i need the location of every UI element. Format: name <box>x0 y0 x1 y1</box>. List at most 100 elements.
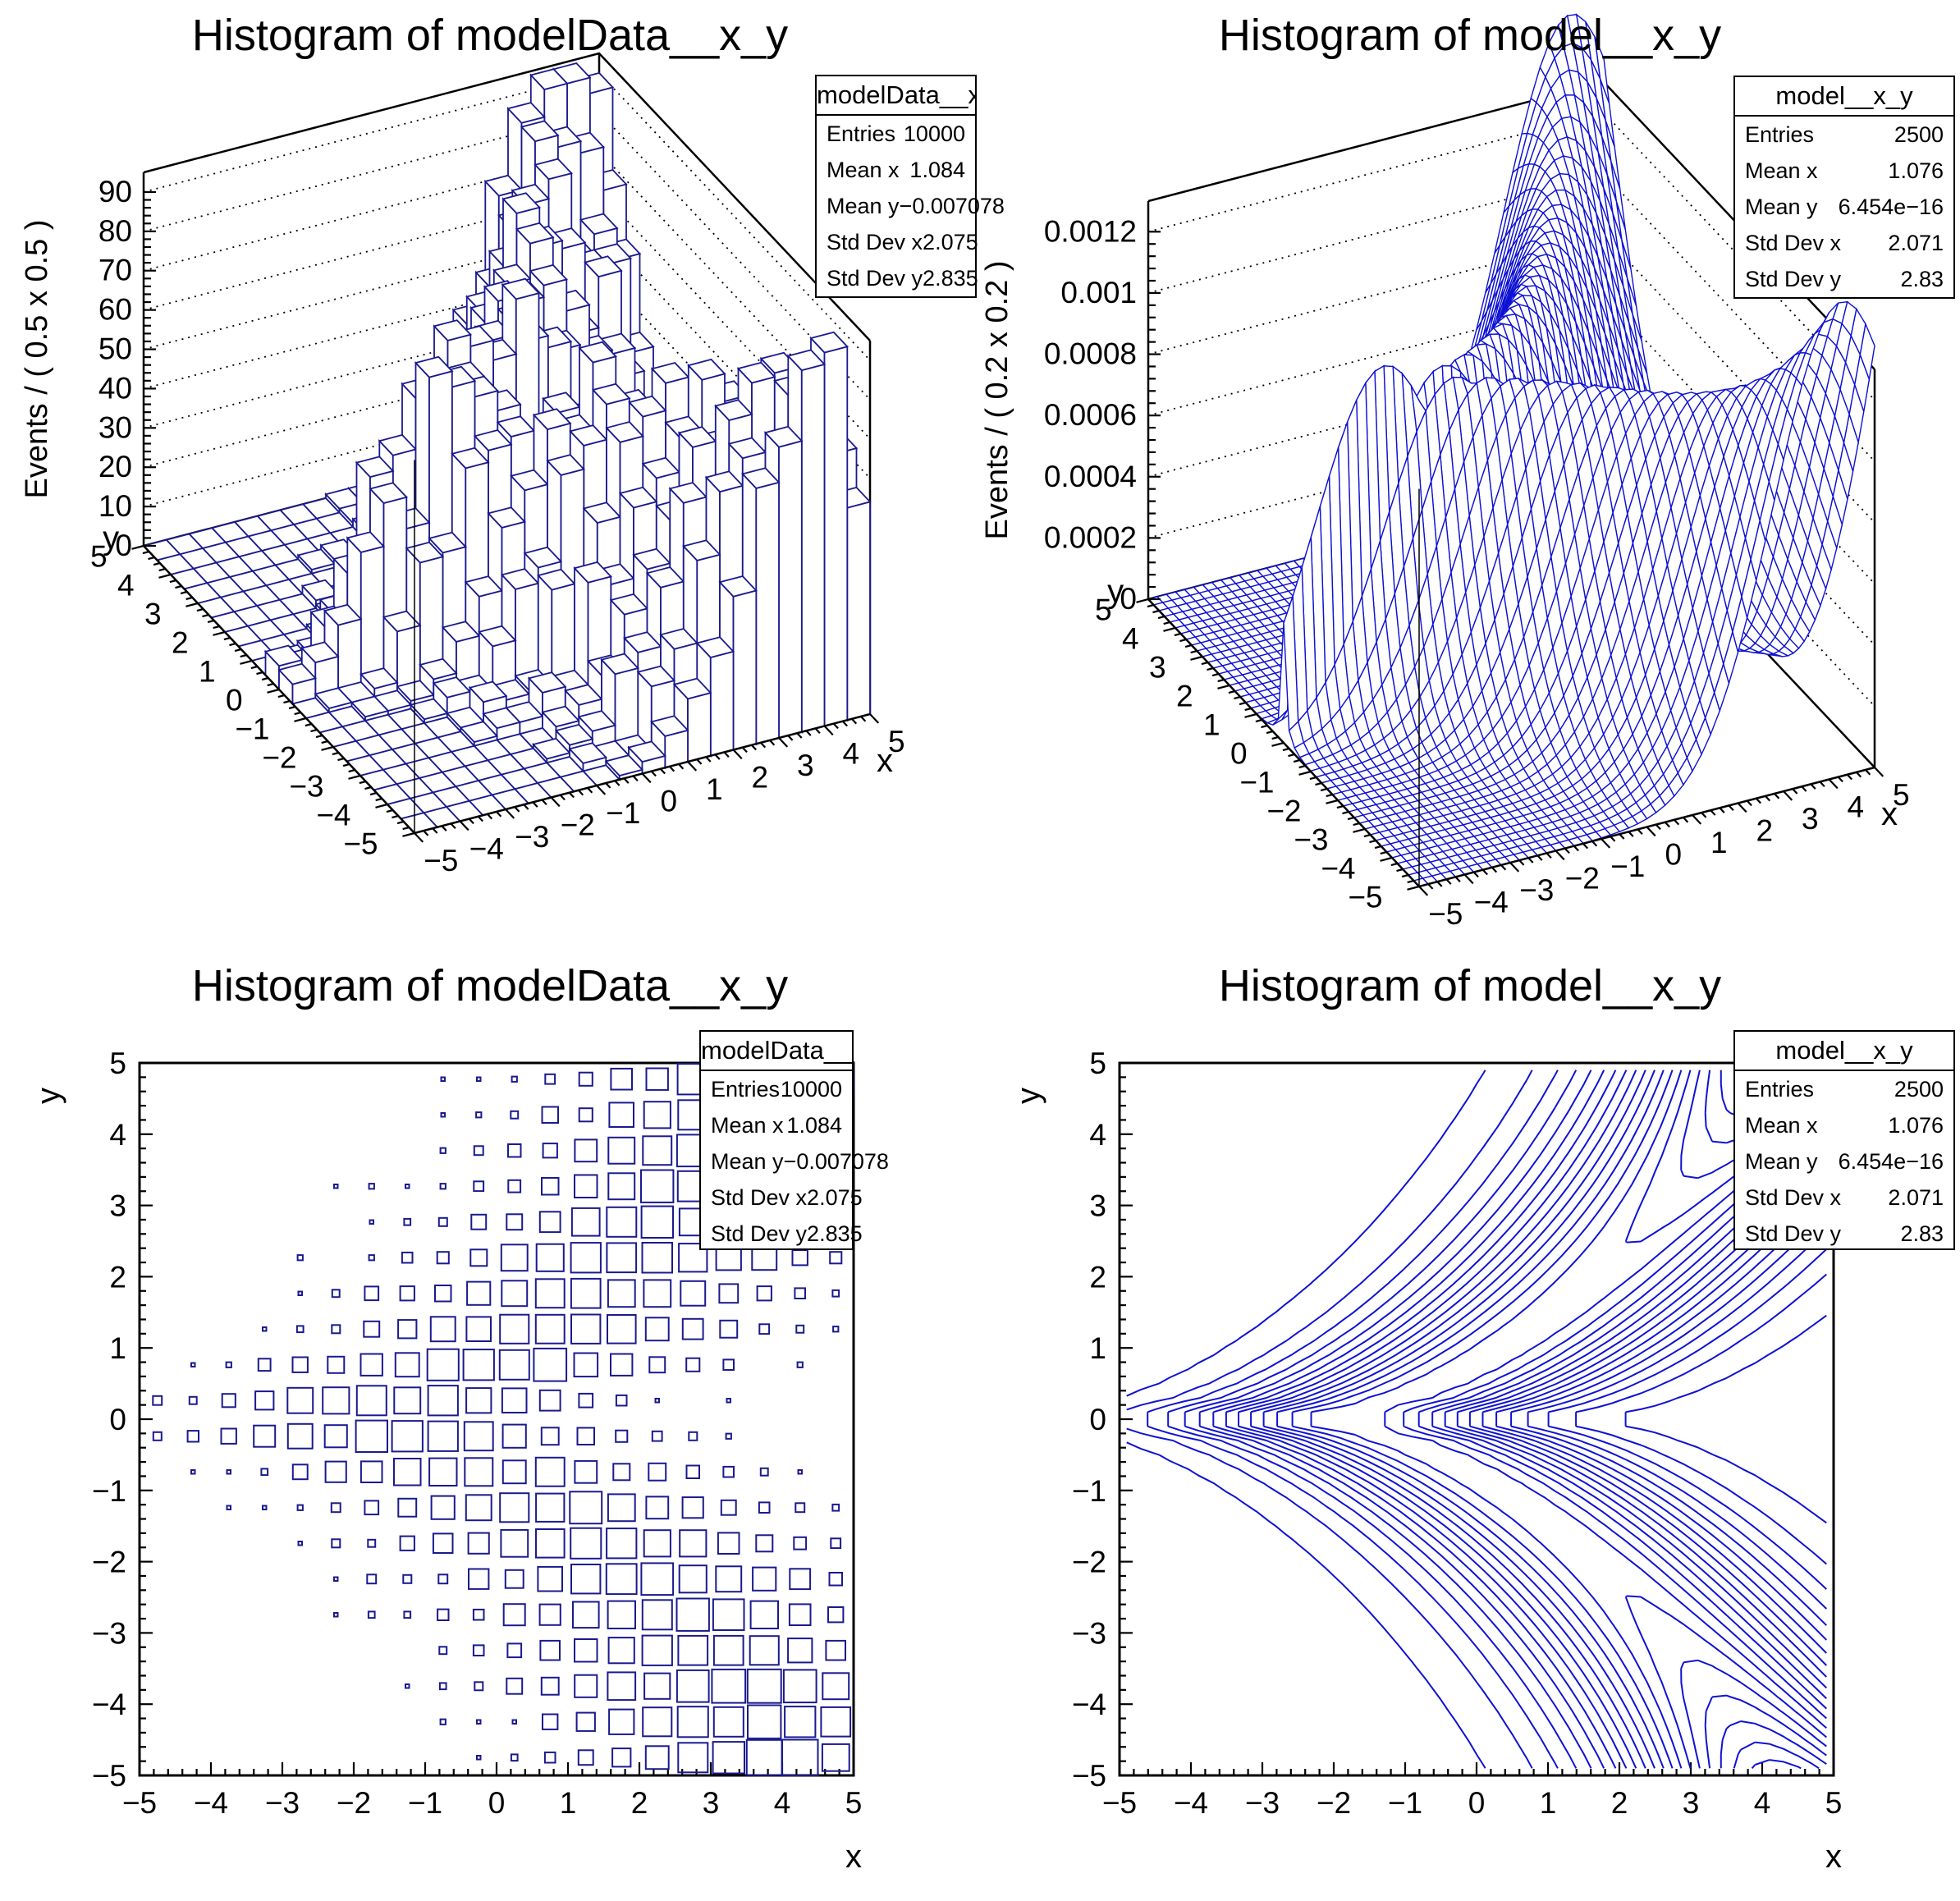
stats-row: Std Dev y 2.835 <box>827 266 978 291</box>
svg-text:0: 0 <box>1230 737 1248 771</box>
pad-surface-model: −5 −4 −3 −2 −1 0 1 2 3 4 5 x −5 −4 −3 −2 −1 0 1 2 3 4 5 y 0 0.000… <box>980 0 1960 950</box>
stats-title: modelData__x_y <box>817 76 975 116</box>
svg-text:−1: −1 <box>235 712 269 746</box>
svg-text:4: 4 <box>1122 622 1139 656</box>
svg-text:1: 1 <box>1540 1786 1557 1820</box>
stats-row: Std Dev y 2.83 <box>1745 1221 1944 1246</box>
svg-text:4: 4 <box>842 737 859 771</box>
svg-text:−1: −1 <box>92 1474 126 1508</box>
svg-text:1: 1 <box>706 772 723 806</box>
stats-row: Mean x 1.084 <box>827 158 965 182</box>
stats-row: Entries 10000 <box>827 121 965 146</box>
svg-text:5: 5 <box>1893 778 1910 812</box>
svg-text:−1: −1 <box>1388 1786 1422 1820</box>
svg-text:1: 1 <box>1203 708 1220 742</box>
svg-text:70: 70 <box>98 254 132 287</box>
box-plot[interactable]: −5−5 −4 −4 −3 −3 −2 −2 −1 −1 0 0 1 1 2 2 3 3 4 4 5 5 x y <box>0 950 980 1901</box>
svg-text:0: 0 <box>226 684 243 717</box>
stats-row: Entries 2500 <box>1745 122 1944 147</box>
svg-text:20: 20 <box>98 450 132 483</box>
svg-text:4: 4 <box>774 1786 791 1820</box>
stats-row: Std Dev x 2.071 <box>1745 1185 1944 1210</box>
svg-text:−4: −4 <box>469 832 504 866</box>
svg-text:y: y <box>1010 1088 1046 1104</box>
svg-text:80: 80 <box>98 214 132 248</box>
stats-row: Entries 10000 <box>711 1077 842 1102</box>
svg-text:0: 0 <box>115 529 132 562</box>
svg-text:−5: −5 <box>424 844 458 877</box>
stats-row: Mean x 1.076 <box>1745 1113 1944 1138</box>
stats-row: Mean y 6.454e−16 <box>1745 1149 1944 1174</box>
svg-text:2: 2 <box>1756 814 1773 848</box>
svg-text:−2: −2 <box>262 741 296 775</box>
histogram-title: Histogram of modelData__x_y <box>191 11 789 60</box>
svg-text:3: 3 <box>144 598 162 631</box>
svg-text:−1: −1 <box>1610 850 1645 883</box>
svg-text:−3: −3 <box>1245 1786 1280 1820</box>
svg-text:0: 0 <box>1665 838 1682 872</box>
svg-text:0: 0 <box>1468 1786 1486 1820</box>
svg-text:30: 30 <box>98 410 132 444</box>
svg-text:−5: −5 <box>92 1759 126 1793</box>
svg-text:4: 4 <box>1847 790 1864 824</box>
svg-text:5: 5 <box>90 540 108 574</box>
svg-text:−3: −3 <box>265 1786 300 1820</box>
svg-text:2: 2 <box>631 1786 648 1820</box>
svg-text:5: 5 <box>109 1047 126 1080</box>
svg-text:3: 3 <box>797 749 814 782</box>
svg-text:0.0012: 0.0012 <box>1044 214 1137 248</box>
svg-text:3: 3 <box>703 1786 720 1820</box>
svg-text:−4: −4 <box>316 799 350 832</box>
svg-text:Events / ( 0.2 x 0.2 ): Events / ( 0.2 x 0.2 ) <box>980 260 1014 539</box>
svg-text:0.0004: 0.0004 <box>1044 460 1137 493</box>
svg-text:4: 4 <box>109 1118 126 1152</box>
stats-title: model__x_y <box>1735 1032 1953 1071</box>
svg-text:−4: −4 <box>1072 1688 1106 1721</box>
svg-text:2: 2 <box>751 761 768 795</box>
svg-text:90: 90 <box>98 175 132 208</box>
svg-text:−2: −2 <box>561 808 595 842</box>
svg-text:−5: −5 <box>1348 881 1382 914</box>
svg-text:3: 3 <box>1683 1786 1700 1820</box>
svg-text:−4: −4 <box>1174 1786 1208 1820</box>
pad-contour-model: −5 −5 −4 −4 −3 −3 −2 −2 −1 −1 0 0 1 1 2 2 3 3 4 4 5 5 x y Histo… <box>980 950 1960 1901</box>
svg-text:1: 1 <box>1710 826 1728 859</box>
svg-text:y: y <box>103 520 119 556</box>
svg-text:2: 2 <box>1611 1786 1628 1820</box>
svg-text:x: x <box>877 743 893 779</box>
lego-plot[interactable]: −5 −4 −3 −2 −1 0 1 2 3 4 5x−5−4−3−2−1012345y010203… <box>0 0 980 950</box>
svg-text:−3: −3 <box>289 770 323 804</box>
svg-text:−2: −2 <box>337 1786 371 1820</box>
stats-row: Mean x 1.076 <box>1745 158 1944 183</box>
svg-text:−3: −3 <box>92 1616 126 1650</box>
svg-text:0: 0 <box>109 1403 126 1436</box>
svg-text:x: x <box>845 1839 862 1875</box>
stats-box[interactable]: model__x_y Entries 2500 Mean x 1.076 Mean … <box>1733 1030 1955 1250</box>
svg-text:5: 5 <box>1825 1786 1843 1820</box>
svg-text:2: 2 <box>1176 680 1193 713</box>
svg-text:5: 5 <box>1089 1047 1106 1080</box>
svg-text:−3: −3 <box>1294 823 1328 857</box>
histogram-title: Histogram of model__x_y <box>1218 961 1722 1010</box>
svg-text:1: 1 <box>560 1786 577 1820</box>
svg-text:0.0002: 0.0002 <box>1044 520 1137 554</box>
surface-plot[interactable]: −5 −4 −3 −2 −1 0 1 2 3 4 5x−5−4−3−2−1012345y00.000… <box>980 0 1960 950</box>
svg-text:0.0008: 0.0008 <box>1044 337 1137 371</box>
svg-text:5: 5 <box>888 725 905 758</box>
svg-text:−1: −1 <box>1072 1474 1106 1508</box>
stats-box[interactable]: model__x_y Entries 2500 Mean x 1.076 Mean … <box>1733 76 1955 299</box>
svg-text:y: y <box>1107 573 1124 609</box>
svg-text:3: 3 <box>1802 802 1819 836</box>
svg-text:−5: −5 <box>1102 1786 1137 1820</box>
pad-box-data: −5 −5 −4 −4 −3 −3 −2 −2 −1 −1 0 0 1 1 2 2 3 3 4 4 5 5 x y Histo… <box>0 950 980 1901</box>
svg-text:−4: −4 <box>1474 886 1509 919</box>
stats-row: Std Dev x 2.071 <box>1745 231 1944 255</box>
stats-row: Std Dev x 2.075 <box>711 1185 863 1210</box>
svg-text:−4: −4 <box>92 1688 126 1721</box>
svg-text:2: 2 <box>1089 1260 1106 1294</box>
svg-text:0: 0 <box>660 785 677 818</box>
svg-text:−4: −4 <box>194 1786 228 1820</box>
svg-text:1: 1 <box>109 1331 126 1365</box>
